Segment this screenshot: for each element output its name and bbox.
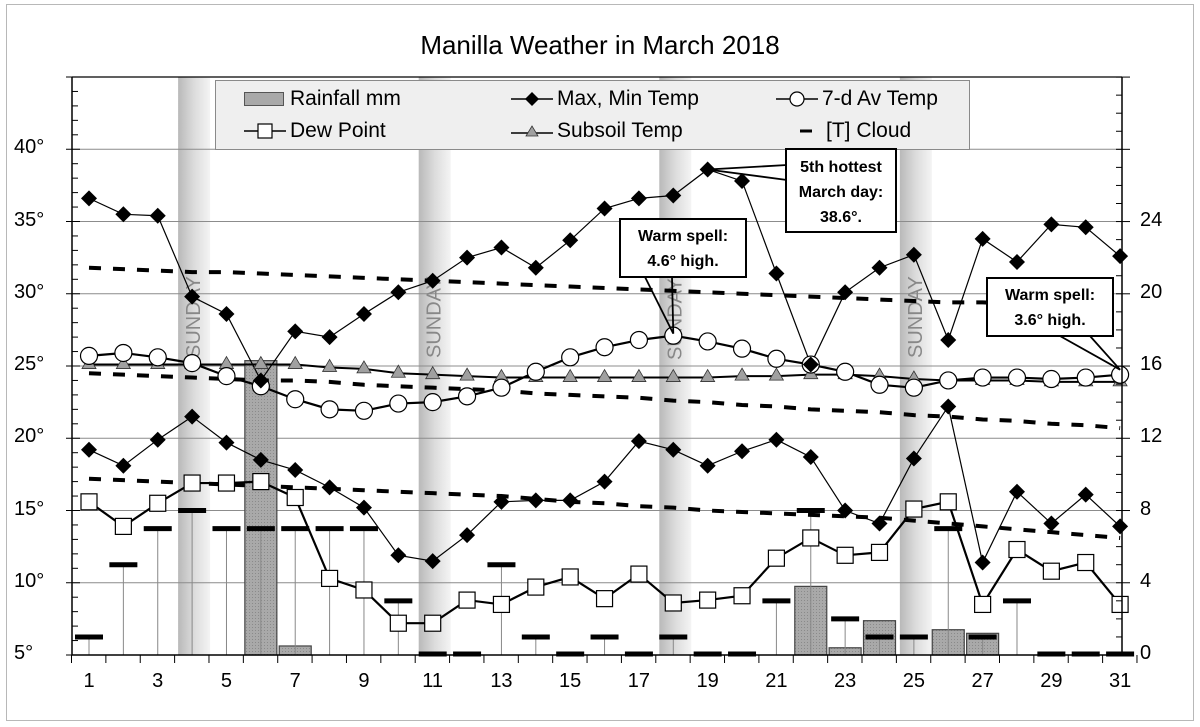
legend-dew-label: Dew Point	[290, 119, 386, 142]
right-axis-tick-label: 20	[1140, 280, 1163, 303]
right-axis-tick-label: 16	[1140, 353, 1163, 376]
x-axis-tick-label: 15	[559, 670, 582, 692]
callout-line: 5th hottest	[800, 159, 882, 176]
left-axis-tick-label: 25°	[14, 353, 45, 375]
square-marker-icon	[244, 121, 286, 141]
legend-subsoil-label: Subsoil Temp	[557, 119, 683, 142]
left-axis-tick-label: 15°	[14, 497, 45, 520]
callout-warm-spell-2: Warm spell: 3.6° high.	[986, 277, 1114, 337]
svg-text:SUNDAY: SUNDAY	[905, 276, 927, 358]
x-axis-tick-label: 19	[696, 670, 719, 692]
x-axis-tick-label: 31	[1108, 670, 1132, 692]
x-axis-tick-label: 5	[220, 670, 233, 692]
callout-hottest-day: 5th hottest March day: 38.6°.	[785, 148, 897, 233]
legend-cloud: [T] Cloud	[796, 119, 911, 143]
legend-maxmin: Max, Min Temp	[511, 87, 699, 111]
x-axis-tick-label: 9	[358, 670, 370, 692]
callout-warm-spell-1: Warm spell: 4.6° high.	[619, 218, 747, 278]
right-axis-tick-label: 24	[1140, 208, 1163, 231]
legend-maxmin-label: Max, Min Temp	[557, 87, 699, 110]
diamond-marker-icon	[511, 89, 553, 109]
left-axis-tick-label: 35°	[14, 208, 45, 231]
callout-line: Warm spell:	[637, 228, 729, 245]
x-axis-tick-label: 27	[971, 670, 994, 692]
callout-line: 4.6° high.	[647, 253, 719, 270]
legend-rainfall: Rainfall mm	[244, 87, 401, 111]
right-axis-tick-label: 0	[1140, 642, 1152, 664]
x-axis-tick-label: 17	[627, 670, 651, 692]
right-axis-tick-label: 8	[1140, 497, 1152, 520]
svg-text:SUNDAY: SUNDAY	[183, 276, 205, 358]
legend-avg7-label: 7-d Av Temp	[822, 87, 938, 110]
x-axis-tick-label: 13	[490, 670, 513, 692]
legend-dew: Dew Point	[244, 119, 386, 143]
x-axis-tick-label: 25	[902, 670, 925, 692]
legend: Rainfall mm Max, Min Temp 7-d Av Temp De…	[215, 80, 970, 150]
x-axis-tick-label: 21	[765, 670, 788, 692]
legend-avg7: 7-d Av Temp	[776, 87, 938, 111]
legend-rainfall-label: Rainfall mm	[290, 87, 401, 110]
left-axis-tick-label: 5°	[14, 642, 34, 664]
x-axis-tick-label: 3	[152, 670, 164, 692]
triangle-marker-icon	[511, 121, 553, 141]
rainfall-swatch-icon	[244, 89, 286, 109]
x-axis-tick-label: 7	[289, 670, 301, 692]
chart-title: Manilla Weather in March 2018	[420, 30, 780, 60]
right-axis-tick-label: 4	[1140, 569, 1152, 592]
x-axis-tick-label: 1	[83, 670, 95, 692]
callout-line: 38.6°.	[820, 209, 862, 226]
callout-line: 3.6° high.	[1014, 312, 1086, 329]
left-axis-tick-label: 40°	[14, 136, 45, 159]
left-axis-tick-label: 10°	[14, 569, 45, 592]
left-axis-tick-label: 30°	[14, 280, 45, 303]
x-axis-tick-label: 23	[834, 670, 857, 692]
svg-text:SUNDAY: SUNDAY	[424, 276, 446, 358]
legend-cloud-label: [T] Cloud	[826, 119, 912, 142]
circle-marker-icon	[776, 89, 818, 109]
left-axis-tick-label: 20°	[14, 425, 45, 448]
right-axis-tick-label: 12	[1140, 425, 1163, 448]
callout-line: March day:	[798, 184, 884, 201]
legend-subsoil: Subsoil Temp	[511, 119, 683, 143]
dash-marker-icon	[796, 121, 822, 141]
x-axis-tick-label: 11	[422, 670, 444, 692]
callout-line: Warm spell:	[1004, 287, 1096, 304]
x-axis-tick-label: 29	[1040, 670, 1063, 692]
